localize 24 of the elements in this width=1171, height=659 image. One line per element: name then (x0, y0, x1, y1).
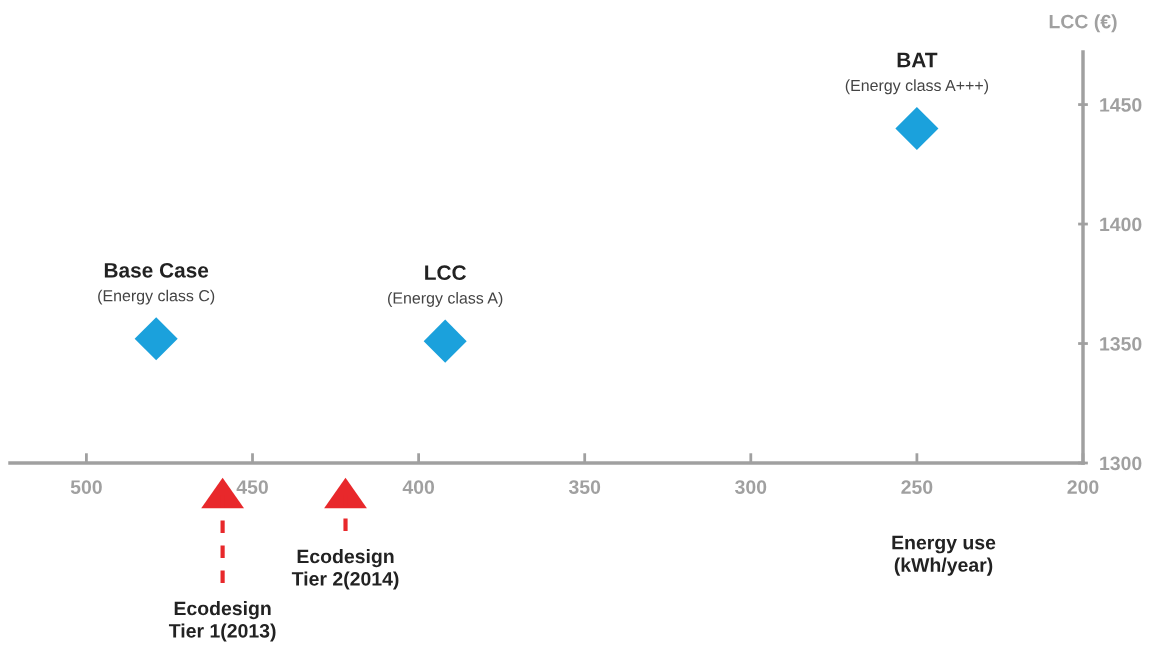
y-tick-label: 1400 (1100, 217, 1142, 232)
y-tick-label: 1300 (1100, 456, 1142, 471)
x-tick-label: 500 (70, 480, 102, 494)
y-tick-label: 1350 (1100, 336, 1142, 351)
annotation: (Energy class A+++) (845, 79, 989, 95)
y-axis-title: LCC (€) (1049, 14, 1117, 33)
x-tick-label: 450 (236, 480, 268, 494)
x-tick-label: 400 (402, 480, 435, 494)
point (423, 319, 467, 363)
annotation: BAT (897, 52, 938, 68)
point (134, 317, 178, 361)
y-tick-label: 1450 (1100, 98, 1142, 112)
annotation: (Energy class C) (98, 289, 215, 305)
ref-line-label: Ecodesign Tier 1(2013) (168, 601, 276, 642)
annotation: (Energy class A) (388, 292, 503, 307)
x-tick-label: 200 (1067, 480, 1099, 494)
x-tick-label: 250 (901, 480, 933, 494)
x-axis-title: Energy use (kWh/year) (892, 535, 996, 576)
x-tick-label: 350 (568, 480, 601, 494)
annotation: Base Case (104, 262, 209, 278)
annotation: LCC (425, 265, 467, 281)
point (895, 106, 939, 150)
ref-line-label: Ecodesign Tier 2(2014) (291, 549, 399, 590)
x-tick-label: 300 (735, 480, 767, 494)
